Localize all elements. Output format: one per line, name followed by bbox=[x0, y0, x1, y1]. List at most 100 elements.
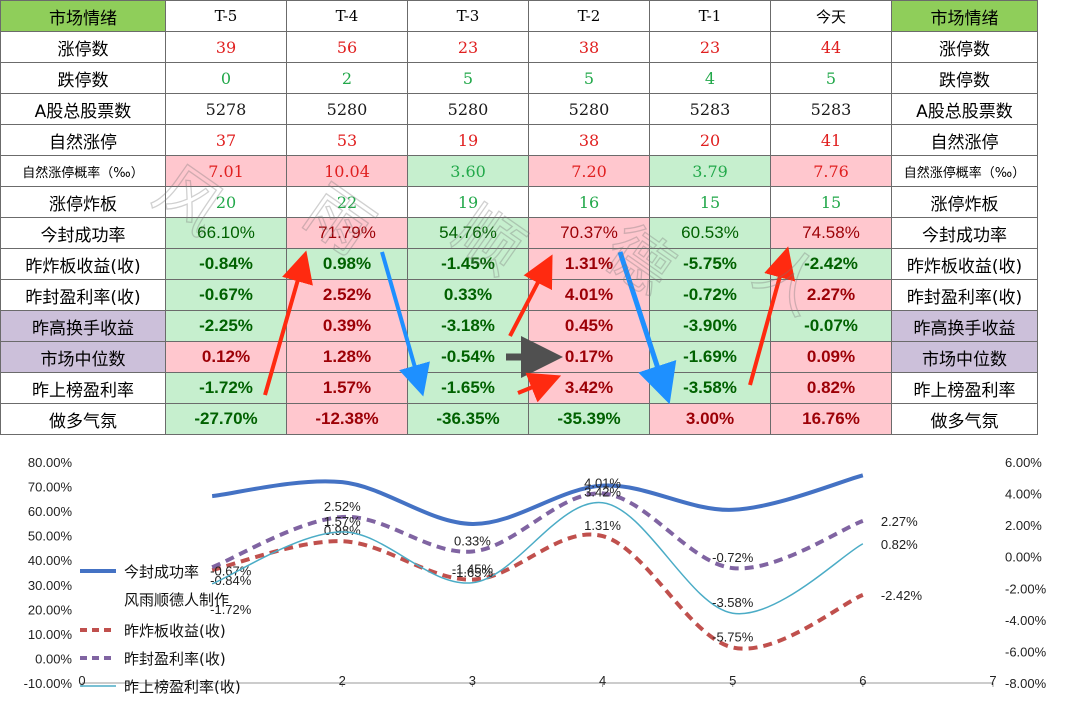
y-left-tick-label: -10.00% bbox=[24, 676, 73, 691]
table-cell: 7.01 bbox=[165, 155, 287, 187]
table-row: 自然涨停概率（‰） 7.01 10.04 3.60 7.20 3.79 7.76 自然涨停概率… bbox=[0, 155, 1038, 187]
table-row: 昨炸板收益(收) -0.84% 0.98% -1.45% 1.31% -5.75% -2.4… bbox=[0, 248, 1038, 280]
y-right-tick-label: -8.00% bbox=[1005, 676, 1047, 691]
table-cell: -0.67% bbox=[165, 279, 287, 311]
row-label-right: 昨封盈利率(收) bbox=[891, 279, 1038, 311]
table-cell: -36.35% bbox=[407, 403, 529, 435]
table-cell: 3.42% bbox=[528, 372, 650, 404]
table-cell: 2.52% bbox=[286, 279, 408, 311]
table-cell: 5 bbox=[407, 62, 529, 94]
data-label: 0.98% bbox=[324, 523, 361, 538]
table-cell: 0 bbox=[165, 62, 287, 94]
legend-label: 今封成功率 bbox=[124, 563, 199, 581]
header-col-1: T-4 bbox=[286, 0, 408, 32]
row-label-right: 自然涨停概率（‰） bbox=[891, 155, 1038, 187]
data-label: -3.58% bbox=[712, 595, 754, 610]
table-cell: 20 bbox=[165, 186, 287, 218]
data-label: 2.27% bbox=[881, 514, 918, 529]
table-header-row: 市场情绪 T-5 T-4 T-3 T-2 T-1 今天 市场情绪 bbox=[0, 0, 1038, 32]
data-label: -0.84% bbox=[210, 573, 252, 588]
table-cell: 70.37% bbox=[528, 217, 650, 249]
table-cell: -0.72% bbox=[649, 279, 771, 311]
table-cell: 37 bbox=[165, 124, 287, 156]
header-left-label: 市场情绪 bbox=[0, 0, 166, 32]
table-cell: 20 bbox=[649, 124, 771, 156]
table-cell: 2 bbox=[286, 62, 408, 94]
row-label-right: 昨炸板收益(收) bbox=[891, 248, 1038, 280]
table-cell: -12.38% bbox=[286, 403, 408, 435]
data-label: 3.42% bbox=[584, 485, 621, 500]
row-label-left: 昨封盈利率(收) bbox=[0, 279, 166, 311]
row-label-left: 自然涨停概率（‰） bbox=[0, 155, 166, 187]
table-cell: -1.69% bbox=[649, 341, 771, 373]
table-cell: 74.58% bbox=[770, 217, 892, 249]
table-cell: 54.76% bbox=[407, 217, 529, 249]
table-row: 昨高换手收益 -2.25% 0.39% -3.18% 0.45% -3.90% -0.07%… bbox=[0, 310, 1038, 342]
table-row: 自然涨停 37 53 19 38 20 41 自然涨停 bbox=[0, 124, 1038, 156]
row-label-left: 自然涨停 bbox=[0, 124, 166, 156]
table-cell: 53 bbox=[286, 124, 408, 156]
legend-label: 昨封盈利率(收) bbox=[124, 650, 226, 668]
table-cell: 5 bbox=[770, 62, 892, 94]
row-label-right: 市场中位数 bbox=[891, 341, 1038, 373]
table-cell: -1.72% bbox=[165, 372, 287, 404]
table-cell: 0.45% bbox=[528, 310, 650, 342]
series-line-1 bbox=[211, 532, 864, 651]
data-label: -0.72% bbox=[712, 550, 754, 565]
table-cell: 5280 bbox=[407, 93, 529, 125]
table-cell: 15 bbox=[770, 186, 892, 218]
table-row: 昨上榜盈利率 -1.72% 1.57% -1.65% 3.42% -3.58% 0.82% 昨… bbox=[0, 372, 1038, 404]
table-cell: -35.39% bbox=[528, 403, 650, 435]
x-tick-label: 0 bbox=[78, 673, 85, 688]
table-cell: 4 bbox=[649, 62, 771, 94]
row-label-left: 昨高换手收益 bbox=[0, 310, 166, 342]
table-cell: 1.57% bbox=[286, 372, 408, 404]
table-cell: -1.45% bbox=[407, 248, 529, 280]
table-row: 涨停数 39 56 23 38 23 44 涨停数 bbox=[0, 31, 1038, 63]
table-cell: -0.07% bbox=[770, 310, 892, 342]
table-row: 昨封盈利率(收) -0.67% 2.52% 0.33% 4.01% -0.72% 2.27%… bbox=[0, 279, 1038, 311]
table-cell: 4.01% bbox=[528, 279, 650, 311]
row-label-right: 涨停数 bbox=[891, 31, 1038, 63]
header-col-5: 今天 bbox=[770, 0, 892, 32]
table-cell: 66.10% bbox=[165, 217, 287, 249]
table-cell: 5278 bbox=[165, 93, 287, 125]
y-right-tick-label: 6.00% bbox=[1005, 455, 1042, 470]
table-cell: 19 bbox=[407, 186, 529, 218]
y-left-tick-label: 30.00% bbox=[28, 578, 73, 593]
row-label-right: 昨高换手收益 bbox=[891, 310, 1038, 342]
data-label: 2.52% bbox=[324, 499, 361, 514]
row-label-left: 昨上榜盈利率 bbox=[0, 372, 166, 404]
series-line-2 bbox=[211, 491, 864, 571]
row-label-left: 跌停数 bbox=[0, 62, 166, 94]
data-label: -1.72% bbox=[210, 602, 252, 617]
data-label: -5.75% bbox=[712, 629, 754, 644]
row-label-left: 做多气氛 bbox=[0, 403, 166, 435]
table-cell: 7.76 bbox=[770, 155, 892, 187]
table-cell: -2.25% bbox=[165, 310, 287, 342]
table-cell: 5283 bbox=[649, 93, 771, 125]
row-label-left: A股总股票数 bbox=[0, 93, 166, 125]
table-cell: -2.42% bbox=[770, 248, 892, 280]
table-cell: 10.04 bbox=[286, 155, 408, 187]
header-right-label: 市场情绪 bbox=[891, 0, 1038, 32]
data-label: -1.65% bbox=[452, 565, 494, 580]
table-cell: 38 bbox=[528, 31, 650, 63]
table-cell: -5.75% bbox=[649, 248, 771, 280]
table-cell: 23 bbox=[407, 31, 529, 63]
table-cell: 5 bbox=[528, 62, 650, 94]
row-label-right: 自然涨停 bbox=[891, 124, 1038, 156]
table-row: 做多气氛 -27.70% -12.38% -36.35% -35.39% 3.00% 16.… bbox=[0, 403, 1038, 435]
data-label: 0.33% bbox=[454, 534, 491, 549]
table-cell: 56 bbox=[286, 31, 408, 63]
x-tick-label: 6 bbox=[859, 673, 866, 688]
table-cell: 60.53% bbox=[649, 217, 771, 249]
table-cell: 0.09% bbox=[770, 341, 892, 373]
table-cell: 0.17% bbox=[528, 341, 650, 373]
table-cell: 16.76% bbox=[770, 403, 892, 435]
table-cell: 1.28% bbox=[286, 341, 408, 373]
row-label-left: 昨炸板收益(收) bbox=[0, 248, 166, 280]
y-left-tick-label: 10.00% bbox=[28, 627, 73, 642]
header-col-4: T-1 bbox=[649, 0, 771, 32]
row-label-right: 昨上榜盈利率 bbox=[891, 372, 1038, 404]
